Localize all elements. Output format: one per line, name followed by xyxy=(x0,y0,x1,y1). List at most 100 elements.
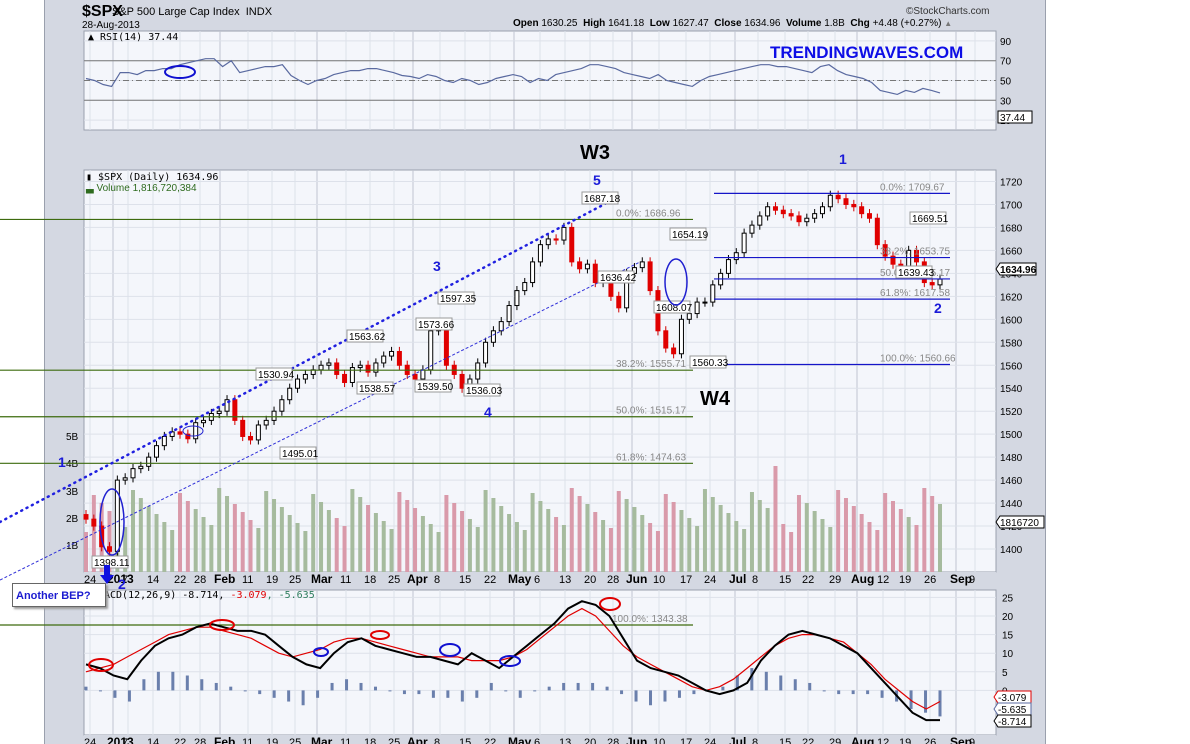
volume-bar xyxy=(749,492,754,572)
candle-body xyxy=(318,364,324,371)
volume-bar xyxy=(389,529,394,572)
macd-histogram-bar xyxy=(229,686,233,691)
price-callout: 1573.66 xyxy=(418,320,455,331)
macd-histogram-bar xyxy=(156,671,160,691)
volume-axis-tick: 5B xyxy=(66,432,79,443)
date-axis-label: 28 xyxy=(194,737,206,744)
candle-body xyxy=(506,305,512,323)
candle-body xyxy=(725,259,731,274)
price-axis-tick: 1480 xyxy=(1000,453,1023,464)
price-callout-box xyxy=(895,265,933,279)
candle-body xyxy=(161,435,167,447)
volume-bar xyxy=(522,530,527,572)
volume-bar xyxy=(930,496,935,572)
macd-histogram-bar xyxy=(330,682,334,691)
macd-histogram-bar xyxy=(938,690,942,717)
volume-bar xyxy=(452,503,457,572)
candle-body xyxy=(514,290,520,307)
volume-axis-tick: 3B xyxy=(66,487,79,498)
candle-body xyxy=(702,301,708,304)
volume-axis-tick: 2B xyxy=(66,514,79,525)
volume-bar xyxy=(828,527,833,572)
volume-bar xyxy=(185,501,190,572)
price-axis-tick: 1540 xyxy=(1000,384,1023,395)
candle-body xyxy=(647,261,653,292)
volume-bar xyxy=(789,532,794,572)
candle-body xyxy=(678,318,684,355)
date-axis-label: 11 xyxy=(242,574,253,586)
date-axis-label: 22 xyxy=(802,737,814,744)
candle-body xyxy=(326,362,332,366)
date-axis-label: 15 xyxy=(779,574,791,586)
volume-bar xyxy=(514,522,519,572)
price-callout-box xyxy=(597,270,635,284)
volume-bar xyxy=(475,527,480,572)
close-label: Close xyxy=(714,18,742,29)
volume-bar xyxy=(663,494,668,572)
rsi-axis-tick: 70 xyxy=(1000,57,1012,68)
candle-body xyxy=(553,238,559,241)
volume-bar xyxy=(804,503,809,572)
volume-bar xyxy=(883,493,888,572)
candle-body xyxy=(804,217,810,223)
lower-channel-line xyxy=(0,261,641,581)
collapse-arrow-icon[interactable]: ▲ xyxy=(944,19,953,28)
wave-label-5: 5 xyxy=(593,172,601,188)
candle-body xyxy=(490,330,496,343)
macd-crossover-circle xyxy=(499,655,521,667)
macd-axis-tick: 10 xyxy=(1002,649,1014,660)
date-axis-label: 25 xyxy=(388,737,400,744)
macd-value-box xyxy=(993,702,1032,716)
macd-histogram-bar xyxy=(692,690,696,695)
volume-bar xyxy=(272,499,277,572)
macd-value: -5.635 xyxy=(998,705,1027,716)
price-callout: 1654.19 xyxy=(672,230,709,241)
volume-bar xyxy=(84,532,88,572)
candle-body xyxy=(130,468,136,479)
price-title: ▮ $SPX (Daily) 1634.96 xyxy=(86,172,218,183)
price-callout-box xyxy=(909,211,947,225)
date-axis-label: 18 xyxy=(364,737,376,744)
volume-bar xyxy=(154,514,159,572)
volume-bar xyxy=(718,505,723,572)
volume-bar xyxy=(366,505,371,572)
wave2-circle xyxy=(99,488,125,556)
macd-histogram-bar xyxy=(258,690,262,695)
price-axis-tick: 1600 xyxy=(1000,315,1023,326)
volume-bar xyxy=(608,528,613,572)
candle-body xyxy=(349,367,355,383)
fib-right-label: 0.0%: 1709.67 xyxy=(880,182,945,193)
volume-bar xyxy=(898,509,903,572)
fib-left-label: 61.8%: 1474.63 xyxy=(616,452,686,463)
candle-body xyxy=(819,206,825,215)
price-callout-box xyxy=(689,355,727,369)
volume-bar xyxy=(334,518,339,572)
macd-axis-tick: 20 xyxy=(1002,612,1014,623)
another-bep-callout: Another BEP? xyxy=(12,583,106,607)
rsi-overbought-circle xyxy=(164,65,196,79)
macd-histogram-bar xyxy=(750,668,754,691)
high-label: High xyxy=(583,18,606,29)
price-callout: 1539.50 xyxy=(417,382,454,393)
candle-body xyxy=(146,456,152,467)
macd-histogram-bar xyxy=(373,686,377,691)
low-label: Low xyxy=(649,18,670,29)
date-axis-strip xyxy=(84,572,996,585)
price-callout: 1398.11 xyxy=(94,558,130,569)
candle-body xyxy=(584,263,590,270)
price-axis-tick: 1620 xyxy=(1000,292,1023,303)
macd-value: -3.079 xyxy=(998,693,1027,704)
date-axis-label: Jul xyxy=(729,572,746,586)
macd-histogram-bar xyxy=(547,686,551,691)
date-axis-label: 22 xyxy=(484,574,496,586)
macd-value: -8.714 xyxy=(998,717,1027,728)
volume-bar xyxy=(538,501,543,572)
date-axis-label: 28 xyxy=(607,574,619,586)
volume-bar xyxy=(616,491,621,572)
candle-body xyxy=(929,282,935,286)
candle-body xyxy=(248,435,254,441)
candle-body xyxy=(177,431,183,435)
candle-body xyxy=(561,226,567,241)
price-axis-tick: 1560 xyxy=(1000,361,1023,372)
wave-label-1-left: 1 xyxy=(58,454,66,470)
